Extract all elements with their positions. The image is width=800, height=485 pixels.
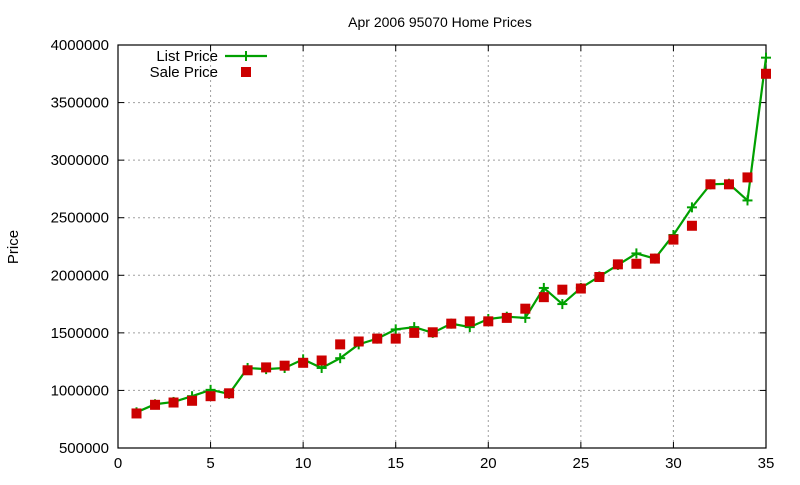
square-marker	[205, 391, 216, 402]
square-marker	[742, 172, 753, 183]
legend-label: List Price	[156, 48, 218, 65]
square-marker	[668, 234, 679, 245]
plot-border	[117, 44, 767, 449]
x-tick-label: 0	[114, 455, 122, 472]
chart-title: Apr 2006 95070 Home Prices	[348, 14, 532, 30]
square-marker	[631, 258, 642, 269]
square-marker	[594, 272, 605, 283]
y-tick-label: 1000000	[51, 382, 109, 399]
square-marker	[298, 357, 309, 368]
square-marker	[241, 67, 251, 77]
axes	[117, 44, 767, 449]
y-tick-label: 4000000	[51, 37, 109, 54]
legend-item: List Price	[156, 48, 267, 65]
square-marker	[150, 399, 161, 410]
square-marker	[483, 316, 494, 327]
square-marker	[649, 253, 660, 264]
x-tick-label: 25	[573, 455, 590, 472]
y-tick-label: 1500000	[51, 325, 109, 342]
square-marker	[224, 388, 235, 399]
x-tick-label: 15	[387, 455, 404, 472]
y-tick-label: 2000000	[51, 267, 109, 284]
x-tick-label: 10	[295, 455, 312, 472]
square-marker	[538, 292, 549, 303]
x-tick-label: 20	[480, 455, 497, 472]
y-tick-label: 500000	[59, 440, 109, 457]
square-marker	[446, 318, 457, 329]
square-marker	[557, 284, 568, 295]
legend-label: Sale Price	[150, 64, 218, 81]
square-marker	[187, 395, 198, 406]
legend-item: Sale Price	[150, 64, 251, 81]
y-tick-label: 3000000	[51, 152, 109, 169]
square-marker	[501, 312, 512, 323]
square-marker	[686, 220, 697, 231]
grid-lines	[118, 45, 766, 448]
square-marker	[705, 179, 716, 190]
y-axis-ticks: 500000 1000000 1500000 2000000 2500000 300000…	[51, 37, 766, 457]
x-axis-ticks: 0 5 10 15 20 25 30 35	[114, 45, 775, 472]
square-marker	[723, 179, 734, 190]
square-marker	[575, 283, 586, 294]
square-marker	[427, 327, 438, 338]
square-marker	[409, 327, 420, 338]
square-marker	[168, 397, 179, 408]
square-marker	[242, 365, 253, 376]
square-marker	[131, 408, 142, 419]
square-marker	[761, 68, 771, 79]
square-marker	[279, 360, 290, 371]
square-marker	[390, 333, 401, 344]
x-tick-label: 5	[206, 455, 214, 472]
square-marker	[335, 339, 346, 350]
square-marker	[372, 333, 383, 344]
square-marker	[520, 303, 531, 314]
y-tick-label: 3500000	[51, 95, 109, 112]
square-marker	[612, 259, 623, 270]
y-tick-label: 2500000	[51, 210, 109, 227]
x-tick-label: 30	[665, 455, 682, 472]
square-marker	[353, 336, 364, 347]
square-marker	[316, 355, 327, 366]
x-tick-label: 35	[758, 455, 775, 472]
square-marker	[464, 316, 475, 327]
y-axis-label: Price	[5, 230, 22, 264]
series-sale-price	[131, 68, 771, 419]
data-series	[131, 52, 771, 419]
square-marker	[261, 362, 272, 373]
